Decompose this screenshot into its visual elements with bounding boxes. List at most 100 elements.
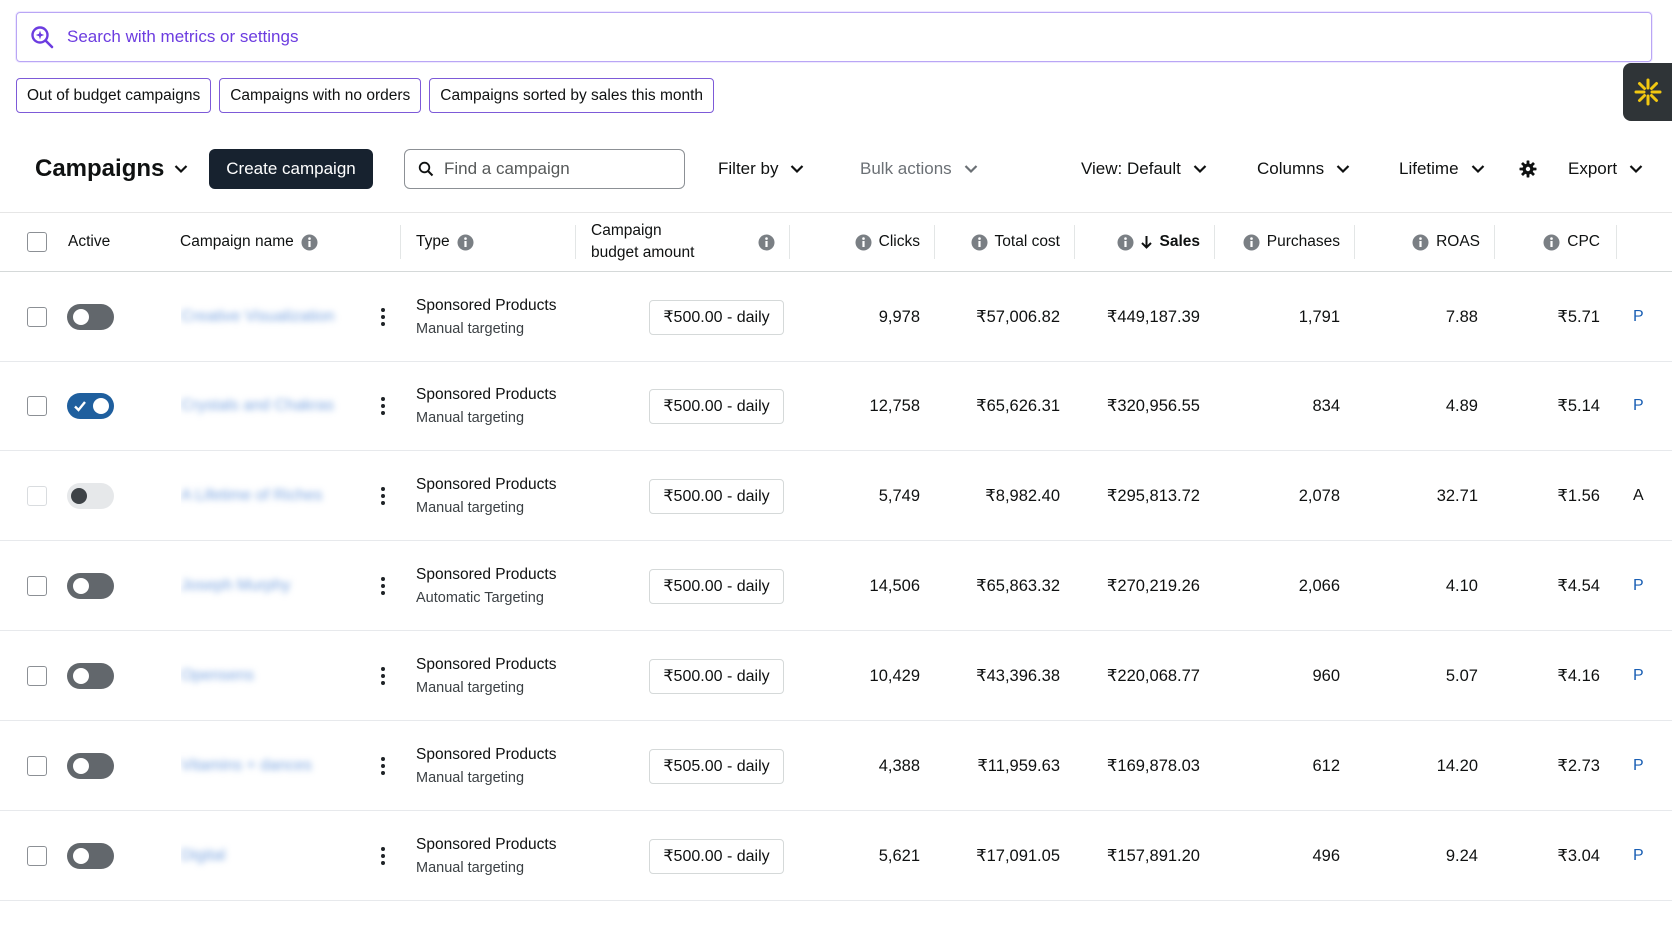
toggle-knob <box>73 758 89 774</box>
metric-search-input[interactable] <box>67 27 1651 47</box>
info-icon[interactable] <box>758 234 775 251</box>
row-checkbox[interactable] <box>27 486 47 506</box>
more-actions-icon[interactable] <box>381 667 385 685</box>
row-actions-cell <box>381 631 385 721</box>
budget-cell: ₹500.00 - daily <box>649 361 784 451</box>
view-dropdown[interactable]: View: Default <box>1081 146 1207 192</box>
header-cpc[interactable]: CPC <box>1480 213 1600 271</box>
more-actions-icon[interactable] <box>381 308 385 326</box>
header-active[interactable]: Active <box>68 213 110 271</box>
toggle-knob <box>73 578 89 594</box>
campaign-name-cell: Creative Visualization <box>181 272 351 362</box>
campaign-name-link[interactable]: Joseph Murphy <box>181 577 291 594</box>
campaign-name-link[interactable]: A Lifetime of Riches <box>181 487 323 504</box>
row-checkbox[interactable] <box>27 576 47 596</box>
status-toggle-cell <box>67 541 114 631</box>
budget-field[interactable]: ₹500.00 - daily <box>649 658 784 694</box>
campaign-status-toggle[interactable] <box>67 843 114 869</box>
find-campaign-input[interactable] <box>444 159 664 179</box>
header-clicks[interactable]: Clicks <box>800 213 920 271</box>
budget-cell: ₹500.00 - daily <box>649 451 784 541</box>
more-actions-icon[interactable] <box>381 757 385 775</box>
campaign-name-cell: Crystals and Chakras <box>181 361 351 451</box>
more-actions-icon[interactable] <box>381 577 385 595</box>
more-actions-icon[interactable] <box>381 847 385 865</box>
campaign-name-link[interactable]: Crystals and Chakras <box>181 397 334 414</box>
search-icon <box>418 161 434 177</box>
assistant-spark-button[interactable] <box>1623 63 1672 121</box>
create-campaign-button[interactable]: Create campaign <box>209 149 373 189</box>
campaign-status-toggle[interactable] <box>67 753 114 779</box>
header-type[interactable]: Type <box>416 213 474 271</box>
budget-field[interactable]: ₹500.00 - daily <box>649 568 784 604</box>
campaign-name-link[interactable]: Opensens <box>181 667 254 684</box>
status-toggle-cell <box>67 631 114 721</box>
campaign-name-link[interactable]: Vitamins + dances <box>181 757 312 774</box>
sort-descending-icon <box>1141 236 1153 249</box>
header-budget[interactable]: Campaign budget amount <box>591 213 711 271</box>
row-select-cell <box>27 811 47 901</box>
date-range-dropdown[interactable]: Lifetime <box>1399 146 1485 192</box>
header-roas[interactable]: ROAS <box>1360 213 1480 271</box>
row-checkbox[interactable] <box>27 307 47 327</box>
campaigns-title-dropdown[interactable]: Campaigns <box>35 146 188 192</box>
chevron-down-icon <box>1629 165 1643 174</box>
budget-field[interactable]: ₹505.00 - daily <box>649 748 784 784</box>
more-actions-icon[interactable] <box>381 487 385 505</box>
chip-no-orders[interactable]: Campaigns with no orders <box>219 78 422 113</box>
columns-dropdown[interactable]: Columns <box>1257 146 1350 192</box>
header-total-cost[interactable]: Total cost <box>940 213 1060 271</box>
row-checkbox[interactable] <box>27 666 47 686</box>
campaign-status-toggle[interactable] <box>67 393 114 419</box>
campaign-type: Sponsored Products <box>416 656 557 673</box>
header-total-cost-label: Total cost <box>994 233 1060 250</box>
truncated-column-value: P <box>1633 847 1644 864</box>
chip-sorted-by-sales[interactable]: Campaigns sorted by sales this month <box>429 78 715 113</box>
toggle-knob <box>73 848 89 864</box>
header-sales[interactable]: Sales <box>1080 213 1200 271</box>
header-campaign-name[interactable]: Campaign name <box>180 213 318 271</box>
info-icon[interactable] <box>457 234 474 251</box>
column-divider <box>1354 225 1355 259</box>
campaign-name-link[interactable]: Creative Visualization <box>181 308 335 325</box>
info-icon[interactable] <box>1412 234 1429 251</box>
export-dropdown[interactable]: Export <box>1568 146 1643 192</box>
bulk-actions-dropdown[interactable]: Bulk actions <box>860 146 978 192</box>
campaign-name-link[interactable]: Digital <box>181 847 226 864</box>
budget-field[interactable]: ₹500.00 - daily <box>649 478 784 514</box>
row-checkbox[interactable] <box>27 756 47 776</box>
total-cost-cell: ₹65,863.32 <box>976 577 1060 595</box>
sales-cell: ₹320,956.55 <box>1106 397 1200 415</box>
header-purchases[interactable]: Purchases <box>1220 213 1340 271</box>
filter-by-dropdown[interactable]: Filter by <box>718 146 804 192</box>
info-icon[interactable] <box>301 234 318 251</box>
date-range-label: Lifetime <box>1399 159 1459 178</box>
clicks-cell: 12,758 <box>869 396 920 415</box>
targeting-type: Manual targeting <box>416 860 525 876</box>
campaign-status-toggle[interactable] <box>67 304 114 330</box>
total-cost-cell: ₹65,626.31 <box>976 397 1060 415</box>
settings-button[interactable] <box>1519 146 1537 192</box>
budget-field[interactable]: ₹500.00 - daily <box>649 388 784 424</box>
info-icon[interactable] <box>855 234 872 251</box>
budget-field[interactable]: ₹500.00 - daily <box>649 299 784 335</box>
info-icon[interactable] <box>1117 234 1134 251</box>
metric-search-bar[interactable] <box>16 12 1652 62</box>
more-actions-icon[interactable] <box>381 397 385 415</box>
column-divider <box>1214 225 1215 259</box>
budget-field[interactable]: ₹500.00 - daily <box>649 838 784 874</box>
find-campaign-field[interactable] <box>404 149 685 189</box>
chip-out-of-budget[interactable]: Out of budget campaigns <box>16 78 212 113</box>
sales-cell: ₹295,813.72 <box>1106 487 1200 505</box>
select-all-checkbox[interactable] <box>27 232 47 252</box>
row-checkbox[interactable] <box>27 396 47 416</box>
campaign-status-toggle[interactable] <box>67 663 114 689</box>
row-checkbox[interactable] <box>27 846 47 866</box>
info-icon[interactable] <box>1543 234 1560 251</box>
info-icon[interactable] <box>1243 234 1260 251</box>
info-icon[interactable] <box>971 234 988 251</box>
campaign-status-toggle[interactable] <box>67 483 114 509</box>
export-label: Export <box>1568 159 1618 178</box>
campaign-status-toggle[interactable] <box>67 573 114 599</box>
columns-label: Columns <box>1257 159 1325 178</box>
